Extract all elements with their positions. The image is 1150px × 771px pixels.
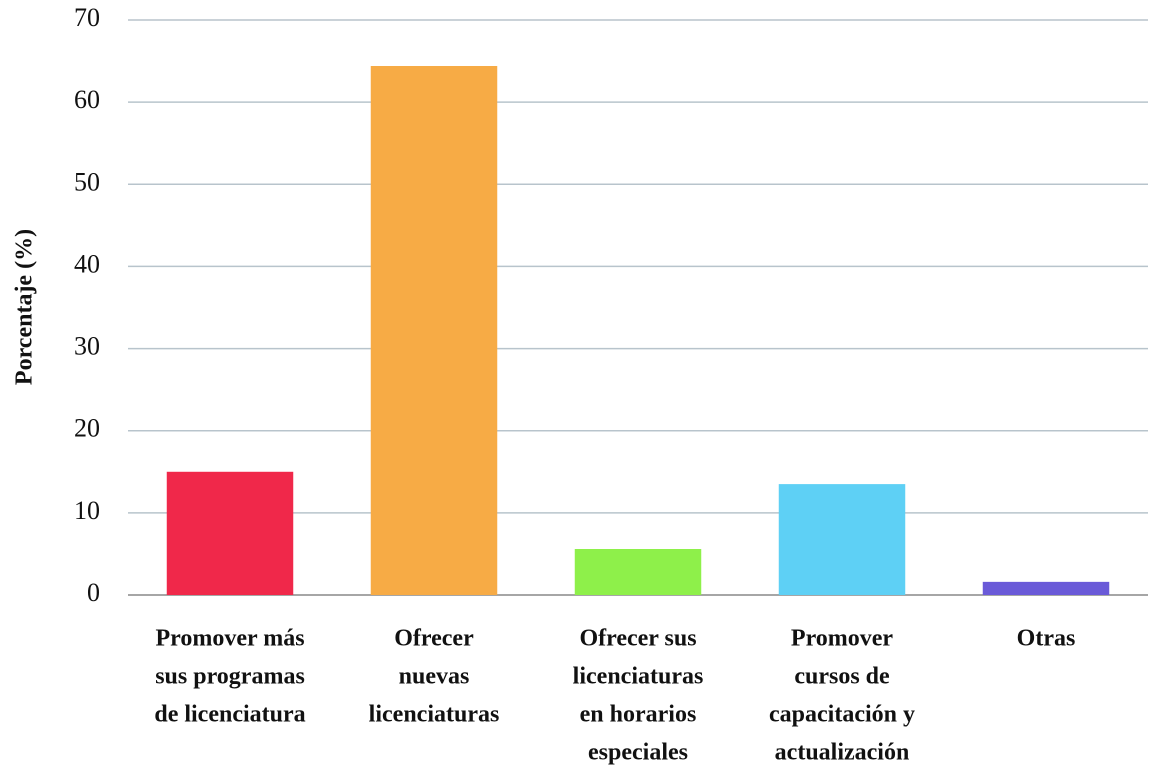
y-tick-label: 50 <box>74 167 100 196</box>
bar <box>166 471 294 595</box>
x-tick-label: Promover más <box>155 626 304 652</box>
y-tick-label: 30 <box>74 332 100 361</box>
x-tick-label: Ofrecer <box>394 626 474 652</box>
y-axis-label: Porcentaje (%) <box>12 229 38 385</box>
y-tick-label: 10 <box>74 496 100 525</box>
y-tick-label: 0 <box>87 578 100 607</box>
x-tick-label: licenciaturas <box>573 664 704 690</box>
y-tick-label: 40 <box>74 249 100 278</box>
x-tick-label: especiales <box>588 740 688 766</box>
bar <box>370 66 498 595</box>
x-tick-label: capacitación y <box>769 702 915 728</box>
x-tick-label: actualización <box>775 740 910 766</box>
bar <box>982 581 1110 595</box>
x-tick-label: de licenciatura <box>154 702 305 728</box>
bar <box>778 484 906 595</box>
x-tick-label: licenciaturas <box>369 702 500 728</box>
x-tick-label: Promover <box>791 626 894 652</box>
x-tick-label: cursos de <box>794 664 890 690</box>
x-tick-label: nuevas <box>399 664 470 690</box>
x-tick-label: sus programas <box>155 664 305 690</box>
x-tick-label: Otras <box>1017 626 1076 652</box>
y-tick-label: 20 <box>74 414 100 443</box>
y-tick-label: 70 <box>74 3 100 32</box>
x-tick-label: en horarios <box>580 702 697 728</box>
bar <box>574 549 702 595</box>
x-tick-label: Ofrecer sus <box>579 626 696 652</box>
y-tick-label: 60 <box>74 85 100 114</box>
